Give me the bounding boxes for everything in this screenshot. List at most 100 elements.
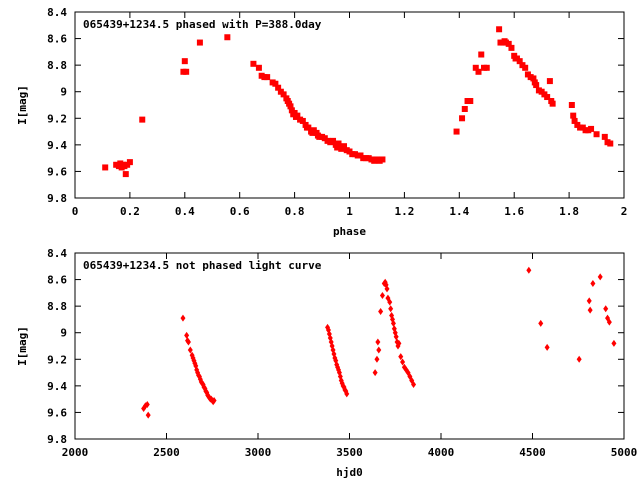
data-point xyxy=(388,305,394,313)
data-point xyxy=(330,137,337,144)
y-tick-label: 9.2 xyxy=(47,353,67,366)
data-point xyxy=(305,124,312,131)
y-axis-label: I[mag] xyxy=(16,85,29,125)
phased-chart-panel: 0 0.2 0.4 0.6 0.8 1 1.2 1.4 1.6 1.8 2 8.4 8.6 8.8 9 9.2… xyxy=(16,6,627,238)
data-point xyxy=(530,75,537,82)
data-point xyxy=(411,381,417,389)
x-tick-label: 1.2 xyxy=(394,205,414,218)
x-tick-label: 0.2 xyxy=(120,205,140,218)
data-point xyxy=(344,390,350,398)
data-points xyxy=(102,26,614,178)
y-tick-label: 9.4 xyxy=(47,139,67,152)
data-point xyxy=(472,64,479,71)
y-tick-label: 9.6 xyxy=(47,165,67,178)
data-point xyxy=(211,396,217,404)
data-point xyxy=(538,319,544,327)
data-point xyxy=(144,400,150,408)
data-points xyxy=(141,266,617,419)
data-point xyxy=(122,171,129,178)
data-point xyxy=(398,353,404,361)
x-axis-label: phase xyxy=(333,225,366,238)
data-point xyxy=(467,98,474,105)
data-point xyxy=(603,305,609,313)
data-point xyxy=(576,355,582,363)
y-tick-label: 8.6 xyxy=(47,33,67,46)
data-point xyxy=(374,355,380,363)
y-tick-label: 8.4 xyxy=(47,6,67,19)
data-point xyxy=(126,159,133,166)
data-point xyxy=(372,369,378,377)
data-point xyxy=(139,116,146,123)
data-point xyxy=(505,40,512,47)
data-point xyxy=(393,333,399,341)
data-point xyxy=(272,80,279,87)
y-tick-label: 9.2 xyxy=(47,112,67,125)
data-point xyxy=(375,338,381,346)
data-point xyxy=(475,68,482,75)
x-tick-label: 2 xyxy=(621,205,628,218)
x-tick-label: 4000 xyxy=(428,446,455,459)
data-point xyxy=(606,318,612,326)
y-tick-label: 9.8 xyxy=(47,433,67,446)
x-tick-label: 2500 xyxy=(153,446,180,459)
data-point xyxy=(280,91,287,98)
data-point xyxy=(546,78,553,85)
data-point xyxy=(453,128,460,135)
x-tick-label: 5000 xyxy=(611,446,638,459)
data-point xyxy=(196,39,203,46)
y-tick-label: 9 xyxy=(60,327,67,340)
data-point xyxy=(250,60,257,67)
x-axis-label: hjd0 xyxy=(336,466,363,479)
data-point xyxy=(384,285,390,293)
data-point xyxy=(590,280,596,288)
data-point xyxy=(496,26,503,33)
data-point xyxy=(611,339,617,347)
x-tick-label: 4500 xyxy=(519,446,546,459)
data-point xyxy=(396,339,402,347)
y-tick-label: 9.4 xyxy=(47,380,67,393)
x-tick-label: 3500 xyxy=(336,446,363,459)
data-point xyxy=(181,58,188,65)
data-point xyxy=(387,298,393,306)
y-tick-label: 8.8 xyxy=(47,59,67,72)
data-point xyxy=(378,307,384,315)
y-tick-label: 8.4 xyxy=(47,247,67,260)
data-point xyxy=(549,100,556,107)
data-point xyxy=(526,266,532,274)
data-point xyxy=(145,411,151,419)
x-tick-label: 0.4 xyxy=(175,205,195,218)
unphased-chart-panel: 2000 2500 3000 3500 4000 4500 5000 8.4 8.6 8.8 9 9.… xyxy=(16,247,637,479)
data-point xyxy=(390,319,396,327)
y-tick-label: 9.6 xyxy=(47,406,67,419)
x-tick-label: 0.8 xyxy=(285,205,305,218)
data-point xyxy=(544,94,551,101)
data-point xyxy=(587,306,593,314)
data-point xyxy=(335,140,342,147)
x-tick-label: 1.4 xyxy=(449,205,469,218)
data-point xyxy=(597,273,603,281)
data-point xyxy=(180,314,186,322)
data-point xyxy=(379,156,386,163)
data-point xyxy=(183,68,190,75)
data-point xyxy=(516,58,523,65)
data-point xyxy=(187,346,193,354)
data-point xyxy=(264,74,271,81)
x-tick-label: 1.8 xyxy=(559,205,579,218)
plot-frame xyxy=(74,252,625,440)
data-point xyxy=(102,164,109,171)
data-point xyxy=(568,102,575,108)
data-point xyxy=(522,64,529,71)
plot-frame xyxy=(74,11,625,199)
data-point xyxy=(508,44,515,51)
data-point xyxy=(483,64,490,71)
y-tick-label: 9 xyxy=(60,86,67,99)
data-point xyxy=(461,105,468,112)
x-tick-label: 1 xyxy=(346,205,353,218)
data-point xyxy=(593,131,600,138)
data-point xyxy=(588,125,595,132)
data-point xyxy=(379,292,385,300)
data-point xyxy=(224,34,231,41)
y-tick-label: 8.8 xyxy=(47,300,67,313)
data-point xyxy=(571,117,578,124)
data-point xyxy=(478,51,485,58)
